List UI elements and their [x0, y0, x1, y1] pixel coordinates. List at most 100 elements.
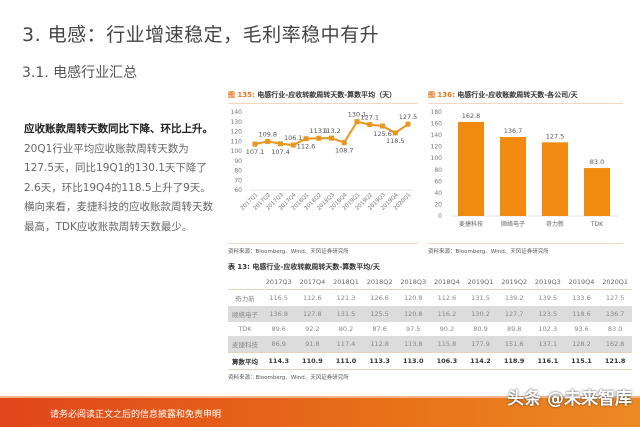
data-label: 109.8 — [258, 130, 277, 138]
x-tick-label: 麦捷科技 — [459, 220, 483, 228]
column-header: 2018Q3 — [396, 275, 431, 290]
data-point — [278, 141, 283, 147]
y-tick-label: 80 — [234, 168, 242, 175]
table-cell: 116.2 — [430, 306, 464, 322]
table-cell: 111.0 — [329, 352, 363, 370]
y-tick-label: 80 — [434, 167, 442, 174]
figure-136-title: 图 136: 电感行业-应收账款周转天数-各公司/天 — [428, 90, 623, 104]
figure-135: 图 135: 电感行业-应收转款周转天数-算数平均（天） 60 70 80 90 100… — [228, 90, 418, 255]
section-title: 3. 电感：行业增速稳定，毛利率稳中有升 — [22, 24, 380, 46]
data-label: 136.7 — [504, 127, 523, 135]
data-label: 130.1 — [348, 111, 367, 119]
table-cell: 112.6 — [303, 294, 322, 302]
table-cell: 118.9 — [497, 352, 531, 370]
column-header: 2018Q1 — [329, 275, 363, 290]
table-cell: 127.5 — [605, 294, 625, 302]
table-cell: 151.6 — [497, 336, 531, 353]
y-tick-label: 110 — [231, 138, 243, 145]
table-row: TDK 89.6 92.2 80.2 87.6 97.5 90.2 80.9 89.8 102.3… — [228, 322, 632, 336]
bar — [457, 121, 485, 216]
table-cell: 86.9 — [261, 336, 296, 353]
y-tick-label: 130 — [231, 119, 243, 126]
column-header — [228, 275, 262, 290]
data-label: 162.8 — [462, 112, 481, 120]
column-header: 2017Q4 — [295, 275, 330, 290]
data-label: 113.1 — [309, 127, 328, 135]
x-tick-label: TDK — [590, 221, 604, 228]
bar-chart: 0 20 40 60 80 100 120 140 160 180 162.8 麦捷科技 136.7 顺络… — [431, 109, 618, 228]
column-header: 2018Q4 — [430, 275, 464, 290]
table-cell: 126.6 — [370, 294, 389, 302]
table-cell: 89.6 — [271, 325, 286, 333]
data-label: 108.7 — [335, 147, 354, 155]
column-header: 2020Q1 — [598, 275, 632, 290]
table-row: 麦捷科技 86.9 91.8 117.4 112.8 113.8 115.8 177.9 151… — [228, 336, 632, 353]
x-tick-label: 顺络电子 — [501, 220, 525, 228]
figure-136: 图 136: 电感行业-应收账款周转天数-各公司/天 0 20 40 60 80 100 1… — [428, 90, 623, 255]
table-cell: 106.3 — [430, 352, 464, 370]
data-point — [265, 138, 271, 144]
data-label: 127.5 — [546, 132, 565, 140]
summary-lead: 应收账款周转天数同比下降、环比上升。 — [24, 123, 213, 135]
table-13: 表 13: 电感行业-应收转款周转天数-算数平均/天 2017Q3 2017Q4 2… — [228, 262, 632, 381]
table-cell: 114.2 — [463, 352, 498, 370]
table-cell: 121.8 — [598, 352, 632, 370]
table-cell: 139.2 — [504, 294, 524, 302]
table-cell: 118.6 — [564, 306, 599, 322]
table-cell: 115.8 — [430, 336, 464, 353]
table-13-source: 资料来源：Bloomberg、Wind、天风证券研究所 — [228, 375, 349, 381]
table-cell: 113.8 — [396, 336, 431, 353]
x-tick-label: 奇力新 — [546, 220, 564, 228]
disclaimer-text: 请务必阅读正文之后的信息披露和免责申明 — [50, 410, 222, 420]
figure-136-source: 资料来源：Bloomberg、Wind、天风证券研究所 — [428, 243, 623, 255]
data-point — [341, 140, 347, 146]
data-table: 2017Q3 2017Q4 2018Q1 2018Q2 2018Q3 2018Q4 2019… — [228, 275, 632, 370]
table-cell: 127.7 — [497, 306, 531, 322]
y-tick-label: 180 — [431, 109, 443, 116]
table-cell: 120.8 — [396, 306, 431, 322]
table-row: 奇力新 116.5 112.6 121.3 126.6 120.8 112.6 131.5 13… — [228, 290, 632, 307]
subsection-title: 3.1. 电感行业汇总 — [22, 65, 138, 81]
y-tick-label: 60 — [434, 178, 442, 185]
y-tick-label: 40 — [434, 190, 442, 197]
bar — [499, 137, 527, 216]
table-cell: 137.1 — [531, 336, 565, 353]
table-cell: 80.2 — [338, 325, 354, 333]
table-cell: 128.2 — [564, 336, 599, 353]
table-13-title: 表 13: 电感行业-应收转款周转天数-算数平均/天 — [228, 263, 380, 271]
table-cell: 113.0 — [396, 352, 431, 370]
table-cell: 162.8 — [598, 336, 632, 353]
table-cell: 121.3 — [336, 294, 356, 302]
data-label: 125.6 — [373, 130, 392, 138]
y-tick-label: 120 — [231, 129, 243, 136]
footer-divider — [0, 396, 640, 398]
table-cell: 89.8 — [506, 325, 522, 333]
table-cell: 177.9 — [463, 336, 498, 353]
table-cell: 97.5 — [406, 325, 421, 333]
table-cell: 102.3 — [538, 325, 558, 333]
table-cell: 115.1 — [564, 352, 599, 370]
table-cell: 131.5 — [329, 306, 363, 322]
data-point — [405, 121, 411, 127]
table-cell: 112.8 — [362, 336, 397, 353]
table-cell: 127.8 — [295, 306, 330, 322]
table-cell: 130.2 — [463, 306, 498, 322]
table-cell: 奇力新 — [235, 295, 255, 303]
column-header: 2018Q2 — [362, 275, 397, 290]
data-label: 107.1 — [246, 148, 265, 156]
table-cell: 116.5 — [269, 294, 288, 302]
table-cell: 90.2 — [439, 325, 455, 333]
data-label: 106.1 — [284, 134, 303, 142]
column-header: 2019Q2 — [497, 275, 531, 290]
data-label: 127.5 — [399, 113, 418, 121]
table-cell: 顺络电子 — [228, 306, 262, 322]
table-cell: 算数平均 — [228, 352, 262, 370]
data-point — [303, 136, 309, 142]
data-label: 107.4 — [271, 148, 290, 156]
summary-paragraph: 应收账款周转天数同比下降、环比上升。 20Q1行业平均应收账款周转天数为127.… — [24, 120, 214, 237]
table-cell: 139.5 — [538, 294, 558, 302]
table-cell: 133.6 — [572, 294, 591, 302]
table-cell: 91.8 — [295, 336, 330, 353]
data-label: 112.6 — [297, 143, 316, 151]
bar — [541, 142, 569, 216]
